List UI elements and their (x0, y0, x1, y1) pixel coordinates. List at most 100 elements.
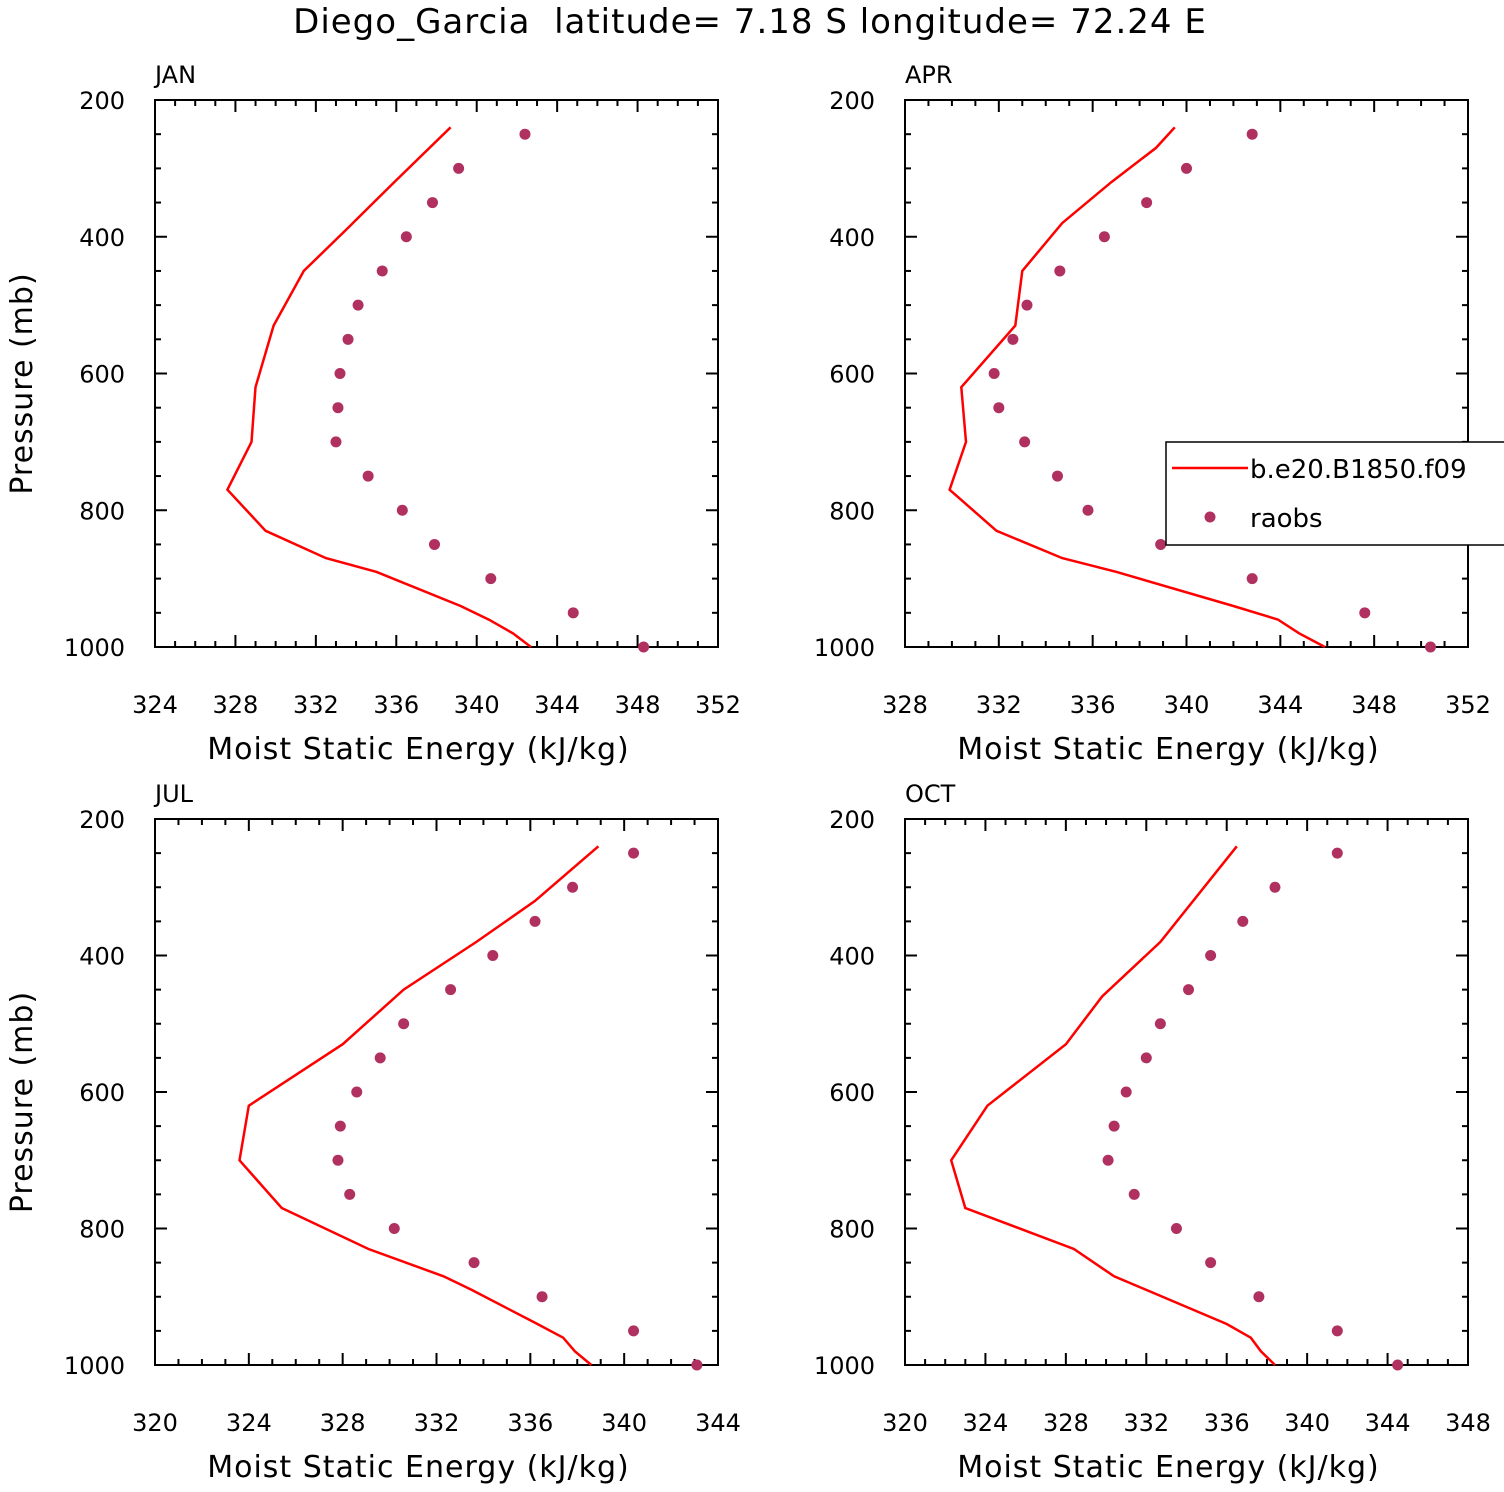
y-tick-label: 600 (79, 361, 125, 389)
raobs-point (1021, 299, 1033, 311)
panel-title: JAN (153, 61, 196, 89)
y-tick-label: 1000 (814, 1352, 875, 1380)
raobs-point (332, 1154, 344, 1166)
y-tick-label: 1000 (64, 634, 125, 662)
y-tick-label: 800 (79, 1216, 125, 1244)
raobs-point (1205, 950, 1217, 961)
raobs-point (638, 641, 650, 653)
x-tick-label: 332 (293, 691, 339, 719)
raobs-point (1082, 504, 1094, 516)
raobs-point (332, 402, 344, 414)
raobs-point (1128, 1188, 1140, 1200)
y-axis-label: Pressure (mb) (5, 991, 40, 1213)
y-tick-label: 1000 (814, 634, 875, 662)
x-tick-label: 328 (1043, 1409, 1089, 1437)
raobs-point (374, 1052, 386, 1064)
x-tick-label: 344 (695, 1409, 741, 1437)
raobs-point (1246, 573, 1258, 585)
y-tick-label: 400 (79, 224, 125, 252)
figure-title: Diego_Garcia latitude= 7.18 S longitude=… (293, 2, 1207, 42)
y-tick-label: 400 (829, 224, 875, 252)
panel-jan: 324 328 332 336 340 344 348 352 200 400 600 800 1000… (5, 61, 741, 767)
x-tick-label: 352 (695, 691, 741, 719)
panel-title: APR (905, 61, 953, 89)
raobs-point (445, 984, 457, 996)
raobs-point (1183, 984, 1195, 996)
x-tick-label: 348 (1351, 691, 1397, 719)
x-tick-label: 348 (1445, 1409, 1491, 1437)
raobs-point (342, 333, 354, 345)
y-tick-label: 600 (829, 1079, 875, 1107)
x-tick-label: 324 (963, 1409, 1009, 1437)
raobs-point (1120, 1086, 1132, 1098)
y-tick-label: 200 (829, 806, 875, 834)
panel-oct: 320 324 328 332 336 340 344 348 200 400 600 800 1000… (814, 780, 1491, 1485)
model-series-line (949, 845, 1276, 1366)
x-tick-label: 332 (1123, 1409, 1169, 1437)
x-tick-label: 320 (882, 1409, 928, 1437)
x-axis-label: Moist Static Energy (kJ/kg) (207, 1450, 630, 1485)
x-tick-label: 340 (601, 1409, 647, 1437)
y-tick-label: 400 (79, 943, 125, 971)
y-tick-label: 600 (829, 361, 875, 389)
raobs-point (1154, 1018, 1166, 1030)
raobs-point (567, 607, 579, 619)
raobs-point (376, 265, 388, 277)
raobs-point (398, 1018, 410, 1030)
raobs-point (1237, 915, 1249, 927)
x-tick-label: 344 (534, 691, 580, 719)
raobs-point (1054, 265, 1066, 277)
x-tick-label: 324 (132, 691, 178, 719)
model-series-line (948, 126, 1326, 649)
x-tick-label: 344 (1365, 1409, 1411, 1437)
y-tick-label: 800 (829, 1216, 875, 1244)
raobs-point (993, 402, 1005, 414)
raobs-point (1140, 1052, 1152, 1064)
x-tick-label: 348 (615, 691, 661, 719)
plot-frame (154, 818, 719, 1366)
panel-title: OCT (905, 780, 956, 808)
y-axis-label: Pressure (mb) (5, 272, 40, 494)
raobs-point (1253, 1291, 1265, 1303)
raobs-point (519, 128, 531, 140)
legend-label-model: b.e20.B1850.f09 (1250, 455, 1467, 485)
raobs-point (400, 231, 412, 243)
raobs-point (1007, 333, 1019, 345)
y-tick-label: 600 (79, 1079, 125, 1107)
x-axis-label: Moist Static Energy (kJ/kg) (957, 732, 1380, 767)
raobs-point (1205, 1257, 1217, 1269)
x-axis-label: Moist Static Energy (kJ/kg) (207, 732, 630, 767)
raobs-point (330, 436, 342, 448)
x-tick-label: 328 (882, 691, 928, 719)
raobs-point (1269, 881, 1281, 893)
x-axis-label: Moist Static Energy (kJ/kg) (957, 1450, 1380, 1485)
x-tick-label: 328 (213, 691, 259, 719)
x-tick-label: 332 (414, 1409, 460, 1437)
raobs-point (567, 881, 579, 893)
raobs-point (1098, 231, 1110, 243)
y-tick-label: 400 (829, 943, 875, 971)
y-tick-label: 200 (79, 806, 125, 834)
x-tick-label: 336 (507, 1409, 553, 1437)
y-tick-label: 800 (79, 497, 125, 525)
raobs-point (628, 1325, 640, 1337)
raobs-point (468, 1257, 480, 1269)
raobs-point (628, 847, 640, 859)
legend-box (1165, 441, 1504, 546)
raobs-point (1181, 162, 1192, 174)
plot-frame (154, 99, 719, 648)
raobs-point (396, 504, 408, 516)
raobs-point (988, 368, 1000, 379)
y-tick-label: 1000 (64, 1352, 125, 1380)
raobs-point (485, 573, 497, 585)
y-tick-label: 200 (829, 87, 875, 115)
x-tick-label: 336 (1070, 691, 1116, 719)
x-tick-label: 332 (976, 691, 1022, 719)
raobs-point (1051, 470, 1063, 482)
x-tick-label: 352 (1445, 691, 1491, 719)
raobs-point (334, 1120, 346, 1132)
panel-title: JUL (153, 780, 194, 808)
panel-jul: 320 324 328 332 336 340 344 200 400 600 800 1000 Moi… (5, 780, 741, 1485)
legend-marker-swatch (1204, 511, 1216, 523)
legend-label-raobs: raobs (1250, 504, 1323, 534)
